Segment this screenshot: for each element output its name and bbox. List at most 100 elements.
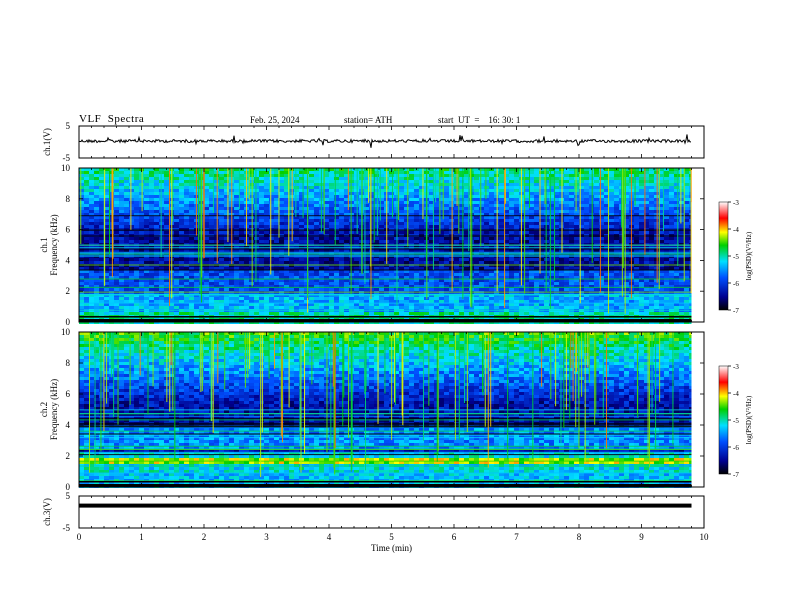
spectrogram-cell — [259, 261, 264, 264]
spectrogram-cell — [94, 240, 99, 243]
spectrogram-cell — [219, 189, 224, 192]
spectrogram-cell — [539, 186, 544, 189]
spectrogram-cell — [214, 171, 219, 174]
spectrogram-cell — [534, 240, 539, 243]
spectrogram-cell — [264, 258, 269, 261]
spectrogram-cell — [219, 237, 224, 240]
spectrogram-cell — [184, 171, 189, 174]
spectrogram-cell — [279, 189, 284, 192]
spectrogram-cell — [79, 204, 84, 207]
spectrogram-cell — [209, 177, 214, 180]
spectrogram-cell — [289, 306, 294, 309]
spectrogram-cell — [314, 186, 319, 189]
spectrogram-cell — [524, 201, 529, 204]
spectrogram-cell — [249, 183, 254, 186]
spectrogram-cell — [444, 198, 449, 201]
spectrogram-cell — [494, 222, 499, 225]
spectrogram-cell — [524, 237, 529, 240]
spectrogram-cell — [379, 171, 384, 174]
spectrogram-cell — [274, 207, 279, 210]
spectrogram-cell — [344, 204, 349, 207]
spectrogram-cell — [464, 198, 469, 201]
spectrogram-cell — [309, 258, 314, 261]
spectrogram-cell — [89, 279, 94, 282]
spectrogram-cell — [434, 306, 439, 309]
spectrogram-cell — [489, 237, 494, 240]
spectrogram-cell — [479, 273, 484, 276]
spectrogram-cell — [344, 237, 349, 240]
spectrogram-cell — [194, 300, 199, 303]
spectrogram-cell — [294, 231, 299, 234]
spectrogram-cell — [339, 306, 344, 309]
spectrogram-cell — [214, 312, 219, 315]
spectrogram-cell — [299, 231, 304, 234]
spectrogram-cell — [474, 219, 479, 222]
spectrogram-cell — [154, 237, 159, 240]
spectrogram-cell — [264, 189, 269, 192]
spectrogram-cell — [154, 273, 159, 276]
spectrogram-cell — [529, 270, 534, 273]
spectrogram-cell — [439, 189, 444, 192]
spectrogram-cell — [209, 240, 214, 243]
spectrogram-cell — [89, 240, 94, 243]
spectrogram-cell — [489, 279, 494, 282]
spectrogram-cell — [514, 198, 519, 201]
spectrogram-cell — [499, 243, 504, 246]
spectrogram-cell — [464, 288, 469, 291]
spectrogram-cell — [354, 198, 359, 201]
spectrogram-cell — [484, 237, 489, 240]
spectrogram-cell — [524, 240, 529, 243]
spectrogram-cell — [324, 282, 329, 285]
spectrogram-cell — [424, 312, 429, 315]
spectrogram-cell — [99, 168, 104, 171]
spectrogram-cell — [464, 180, 469, 183]
spectrogram-cell — [134, 312, 139, 315]
spectrogram-cell — [534, 297, 539, 300]
spectrogram-cell — [89, 261, 94, 264]
spectrogram-cell — [429, 258, 434, 261]
spectrogram-cell — [509, 300, 514, 303]
spectrogram-cell — [354, 270, 359, 273]
spectrogram-cell — [224, 189, 229, 192]
spectrogram-cell — [214, 279, 219, 282]
spectrogram-cell — [259, 192, 264, 195]
spectrogram-cell — [364, 243, 369, 246]
spectrogram-cell — [439, 174, 444, 177]
spectrogram-cell — [114, 201, 119, 204]
spectrogram-cell — [204, 288, 209, 291]
spectrogram-cell — [214, 207, 219, 210]
spectrogram-cell — [364, 195, 369, 198]
spectrogram-cell — [79, 219, 84, 222]
spectrogram-cell — [159, 294, 164, 297]
spectrogram-cell — [274, 303, 279, 306]
spectrogram-cell — [279, 258, 284, 261]
spectrogram-cell — [269, 294, 274, 297]
spectrogram-cell — [174, 249, 179, 252]
spectrogram-cell — [364, 261, 369, 264]
spectrogram-cell — [179, 168, 184, 171]
spectrogram-cell — [459, 240, 464, 243]
spectrogram-cell — [129, 276, 134, 279]
spectrogram-cell — [129, 294, 134, 297]
spectrogram-cell — [369, 216, 374, 219]
spectrogram-cell — [329, 186, 334, 189]
spectrogram-cell — [214, 303, 219, 306]
spectrogram-cell — [529, 177, 534, 180]
spectrogram-cell — [474, 180, 479, 183]
spectrogram-cell — [209, 201, 214, 204]
spectrogram-cell — [304, 216, 309, 219]
spectrogram-cell — [269, 204, 274, 207]
spectrogram-cell — [414, 306, 419, 309]
spectrogram-cell — [344, 222, 349, 225]
spectrogram-cell — [254, 201, 259, 204]
spectrogram-cell — [104, 204, 109, 207]
spectrogram-cell — [509, 180, 514, 183]
spectrogram-cell — [259, 273, 264, 276]
spectrogram-cell — [289, 300, 294, 303]
spectrogram-cell — [219, 219, 224, 222]
spectrogram-cell — [174, 294, 179, 297]
spectrogram-cell — [229, 300, 234, 303]
spectrogram-cell — [194, 273, 199, 276]
spectrogram-cell — [399, 213, 404, 216]
spectrogram-cell — [339, 273, 344, 276]
